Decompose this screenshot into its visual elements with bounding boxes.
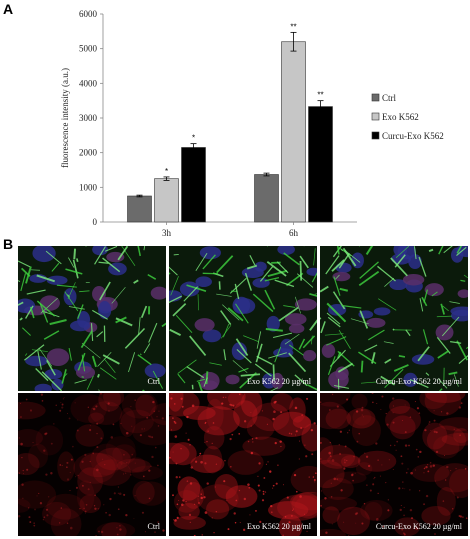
x-tick-label: 6h [289, 228, 299, 238]
legend-entry: Exo K562 [382, 112, 419, 122]
micrograph-image [169, 246, 317, 391]
micrograph-label: Ctrl [147, 522, 160, 531]
micrograph-image [18, 246, 166, 391]
micrograph-label: Ctrl [147, 377, 160, 386]
micrograph-image [169, 393, 317, 536]
significance-mark: ** [290, 22, 296, 31]
micrograph-label: Curcu-Exo K562 20 µg/ml [375, 377, 462, 386]
micrograph-label: Exo K562 20 µg/ml [247, 377, 311, 386]
legend-swatch [371, 93, 380, 102]
bar [181, 147, 206, 223]
micrograph-grid: Ctrl Exo K562 20 µg/ml Curcu-Exo K562 20… [18, 246, 468, 536]
bar [254, 174, 279, 223]
bar [281, 41, 306, 223]
y-tick-label: 4000 [79, 78, 98, 88]
bar [154, 178, 179, 223]
micrograph-image [18, 393, 166, 536]
micrograph-bottom-curcu: Curcu-Exo K562 20 µg/ml [320, 393, 468, 536]
significance-mark: * [165, 167, 168, 176]
micrograph-image [320, 393, 468, 536]
legend-swatch [371, 131, 380, 140]
y-tick-label: 3000 [79, 113, 98, 123]
micrograph-label: Curcu-Exo K562 20 µg/ml [375, 522, 462, 531]
bar [308, 106, 333, 223]
y-tick-label: 0 [93, 217, 98, 227]
bar-chart: 0 1000 2000 3000 4000 5000 6000 fluorescence in… [60, 9, 444, 238]
panel-a-letter: A [3, 1, 14, 17]
legend-entry: Curcu-Exo K562 [382, 131, 444, 141]
y-axis-label: fluorescence intensity (a.u.) [60, 68, 70, 168]
y-tick-label: 2000 [79, 148, 98, 158]
micrograph-top-exo: Exo K562 20 µg/ml [169, 246, 317, 391]
significance-mark: * [192, 134, 195, 143]
legend-entry: Ctrl [382, 93, 397, 103]
y-tick-label: 6000 [79, 9, 98, 19]
micrograph-label: Exo K562 20 µg/ml [247, 522, 311, 531]
micrograph-top-ctrl: Ctrl [18, 246, 166, 391]
micrograph-bottom-exo: Exo K562 20 µg/ml [169, 393, 317, 536]
micrograph-top-curcu: Curcu-Exo K562 20 µg/ml [320, 246, 468, 391]
micrograph-bottom-ctrl: Ctrl [18, 393, 166, 536]
significance-mark: ** [317, 91, 323, 100]
panel-b-letter: B [3, 236, 14, 252]
x-tick-label: 3h [162, 228, 172, 238]
bar [127, 195, 152, 223]
legend-swatch [371, 112, 380, 121]
y-tick-label: 5000 [79, 44, 98, 54]
y-tick-label: 1000 [79, 182, 98, 192]
micrograph-image [320, 246, 468, 391]
